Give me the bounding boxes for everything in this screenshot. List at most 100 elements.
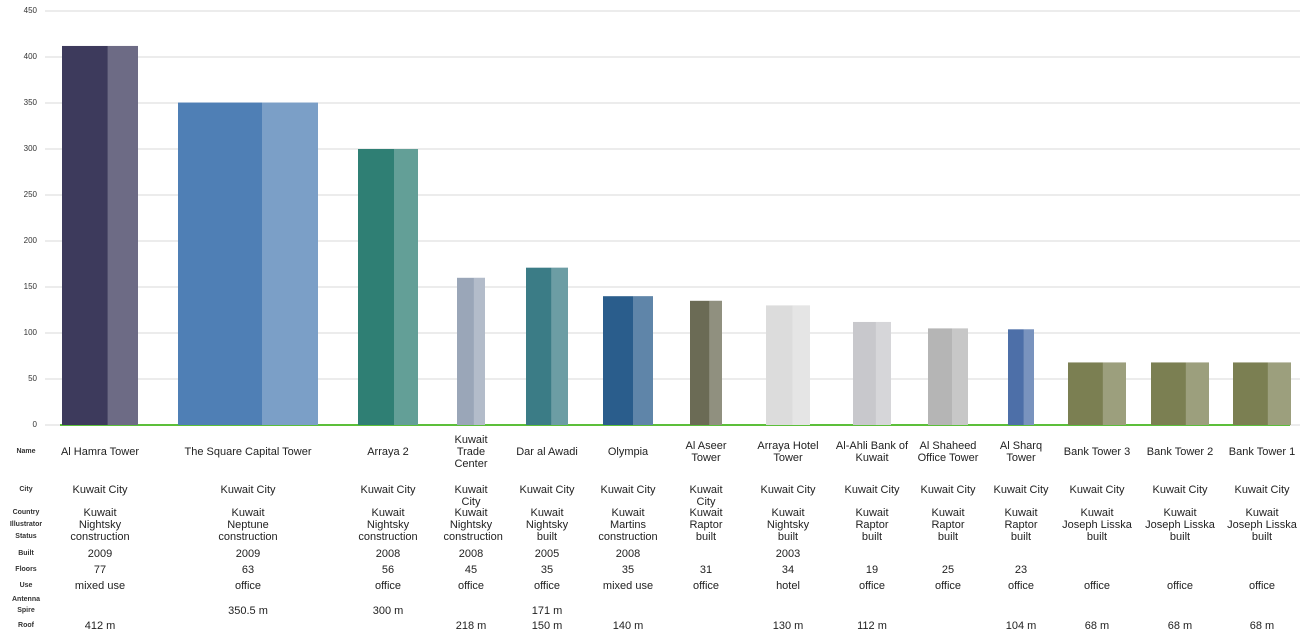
table-cell: Nightsky [449,519,493,531]
table-cell: 2008 [458,548,484,560]
table-cell: mixed use [74,580,126,592]
table-cell: 2005 [534,548,560,560]
y-tick-label: 350 [24,98,38,107]
table-cell: Kuwait City [454,484,488,508]
table-cell: Raptor [931,519,965,531]
table-cell: Kuwait City [844,484,900,496]
table-cell: Nightsky [525,519,569,531]
building [690,300,722,425]
table-cell: 104 m [1005,620,1037,632]
table-cell: Kuwait City [760,484,816,496]
building-name: Arraya Hotel Tower [757,440,819,464]
table-cell: construction [358,531,418,543]
table-cell: Kuwait [231,507,265,519]
table-cell: office [374,580,402,592]
table-cell: built [695,531,717,543]
y-tick-label: 450 [24,6,38,15]
table-cell: 56 [381,564,395,576]
table-cell: Kuwait City [1069,484,1125,496]
building-name: Al Aseer Tower [685,440,727,464]
y-tick-label: 200 [24,236,38,245]
table-cell: 150 m [531,620,563,632]
table-cell: Kuwait [1080,507,1114,519]
table-cell: construction [443,531,503,543]
table-cell: 2008 [615,548,641,560]
table-cell: built [777,531,799,543]
table-cell: 19 [865,564,879,576]
table-cell: 35 [621,564,635,576]
table-cell: Kuwait City [1234,484,1290,496]
table-cell: Kuwait [454,507,488,519]
building [62,45,138,426]
building-shade [875,321,891,425]
table-cell: Kuwait [689,507,723,519]
table-cell: Nightsky [766,519,810,531]
table-cell: Kuwait [1245,507,1279,519]
row-label: Status [15,533,37,540]
table-cell: Kuwait [1163,507,1197,519]
row-label: Country [12,509,40,516]
building-name: Al-Ahli Bank of Kuwait [835,440,909,464]
table-cell: office [1007,580,1035,592]
table-cell: Kuwait [611,507,645,519]
table-cell: built [937,531,959,543]
table-cell: Kuwait City [519,484,575,496]
building-shade [394,149,418,425]
table-cell: Kuwait [855,507,889,519]
y-tick-label: 0 [33,420,38,429]
building-name: Olympia [607,446,649,458]
building-name: Bank Tower 3 [1063,446,1131,458]
table-cell: Kuwait [83,507,117,519]
building-shade [551,267,568,425]
building-shade [709,300,722,425]
table-cell: office [533,580,561,592]
building-shade [473,277,485,425]
table-cell: 112 m [857,620,887,632]
table-cell: 77 [93,564,107,576]
table-cell: hotel [776,580,800,592]
table-cell: office [457,580,485,592]
table-cell: Raptor [855,519,889,531]
table-cell: 412 m [84,620,116,632]
table-cell: built [861,531,883,543]
building-name: Al Hamra Tower [60,446,140,458]
table-cell: Martins [609,519,647,531]
building [1008,329,1034,425]
building-name: The Square Capital Tower [184,446,312,458]
table-cell: Kuwait City [1152,484,1208,496]
building [526,267,568,425]
table-cell: mixed use [602,580,654,592]
building [928,328,968,425]
table-cell: 68 m [1249,620,1275,632]
row-label: Antenna [12,596,40,603]
table-cell: 25 [941,564,955,576]
table-cell: 68 m [1167,620,1193,632]
y-tick-label: 50 [28,374,37,383]
row-label: Name [16,448,36,455]
building-name: Bank Tower 2 [1146,446,1214,458]
y-tick-label: 150 [24,282,38,291]
building-shade [792,305,810,425]
y-tick-label: 100 [24,328,38,337]
table-cell: 218 m [455,620,487,632]
table-cell: built [536,531,558,543]
building [1151,362,1209,425]
table-cell: Kuwait City [360,484,416,496]
building-name: Kuwait Trade Center [454,434,488,470]
table-cell: 63 [241,564,255,576]
table-cell: Kuwait [530,507,564,519]
table-cell: 130 m [772,620,804,632]
y-tick-label: 300 [24,144,38,153]
row-label: Illustrator [9,521,43,528]
table-cell: Kuwait [371,507,405,519]
table-cell: Joseph Lisska [1062,519,1132,531]
table-cell: Kuwait City [72,484,128,496]
table-cell: 2003 [775,548,801,560]
table-cell: Joseph Lisska [1227,519,1297,531]
building-name: Al Shaheed Office Tower [917,440,979,464]
building-shade [1102,362,1126,425]
building [457,277,485,425]
table-cell: Nightsky [78,519,122,531]
table-cell: 68 m [1084,620,1110,632]
building [853,321,891,425]
